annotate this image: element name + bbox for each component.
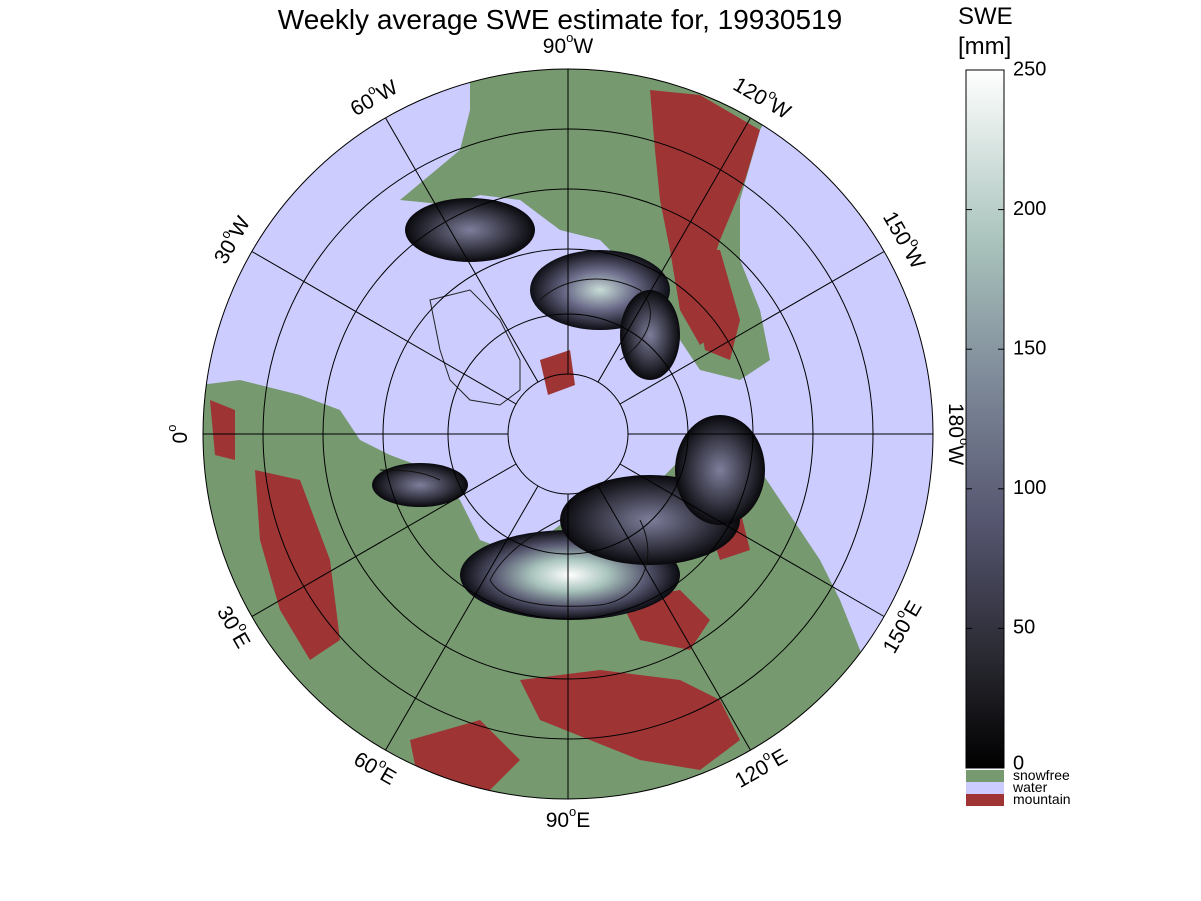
- legend-label: water: [1012, 779, 1048, 795]
- legend-label: snowfree: [1013, 767, 1070, 783]
- colorbar-tick-label: 150: [1013, 337, 1046, 359]
- colorbar-tick-label: 200: [1013, 198, 1046, 220]
- map-disk: [203, 69, 933, 799]
- legend-label: mountain: [1013, 791, 1071, 807]
- colorbar-title-line2: [mm]: [958, 33, 1012, 60]
- meridian-line: [597, 485, 751, 751]
- meridian-line: [619, 251, 885, 405]
- legend-swatch: [966, 770, 1004, 782]
- legend-swatch: [966, 794, 1004, 806]
- coastlines: [379, 278, 651, 607]
- longitude-label: 0o: [164, 425, 191, 444]
- colorbar-title-line1: SWE: [958, 3, 1013, 30]
- colorbar-tick-label: 100: [1013, 477, 1046, 499]
- swe-snow-cover: [372, 198, 765, 620]
- meridian-line: [619, 463, 885, 617]
- legend-swatch: [966, 782, 1004, 794]
- meridian-line: [251, 251, 517, 405]
- longitude-label: 90oE: [546, 804, 591, 831]
- colorbar-tick-label: 50: [1013, 617, 1035, 639]
- colorbar-title: SWE [mm]: [958, 2, 1013, 62]
- colorbar-tick-label: 0: [1013, 752, 1024, 774]
- colorbar-ticks: 0 50 100 150 200 250: [966, 58, 1046, 774]
- greenland-outline: [429, 289, 521, 406]
- map-title: Weekly average SWE estimate for, 1993051…: [277, 4, 843, 35]
- map-border: [202, 68, 934, 800]
- graticule: [203, 69, 933, 799]
- longitude-label: 180oW: [944, 403, 971, 465]
- meridian-line: [385, 117, 539, 383]
- longitude-label: 90oW: [543, 30, 594, 57]
- colorbar: [965, 69, 1005, 769]
- colorbar-tick-label: 250: [1013, 58, 1046, 80]
- meridian-line: [597, 117, 751, 383]
- meridian-line: [385, 485, 539, 751]
- meridian-line: [251, 463, 517, 617]
